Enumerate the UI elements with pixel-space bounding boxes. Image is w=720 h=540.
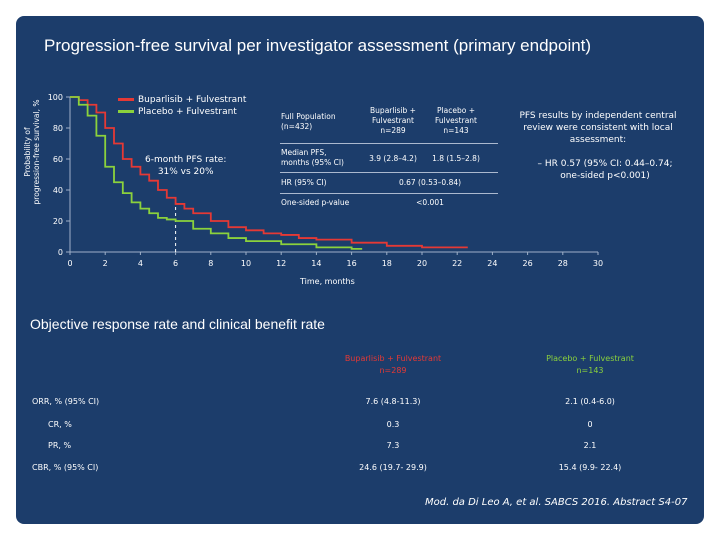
x-axis-label: Time, months [300, 277, 355, 286]
legend-swatch-green [118, 110, 134, 113]
legend-label: Buparlisib + Fulvestrant [138, 95, 247, 105]
header-line: n=143 [443, 126, 469, 135]
note-line: – HR 0.57 (95% CI: 0.44–0.74; [537, 159, 673, 169]
row-label-line: months (95% CI) [281, 158, 344, 167]
table-divider [280, 172, 498, 173]
slide-title: Progression-free survival per investigat… [44, 36, 592, 55]
legend-item-placebo: Placebo + Fulvestrant [118, 107, 237, 117]
note-line: one-sided p<0.001) [560, 171, 650, 181]
x-tick-label: 8 [208, 259, 213, 268]
response-header-placebo: Placebo + Fulvestrant n=143 [515, 353, 665, 377]
row-label: ORR, % (95% CI) [32, 397, 100, 406]
pfs-row-hr-value: 0.67 (0.53–0.84) [398, 178, 462, 187]
pfs-table-header-population: Full Population (n=432) [281, 112, 361, 132]
x-tick-label: 22 [452, 259, 462, 268]
x-tick-label: 10 [241, 259, 251, 268]
y-axis-label-line2: progression-free survival, % [32, 99, 41, 205]
note-line: assessment: [569, 135, 627, 145]
header-line: Fulvestrant [434, 116, 477, 125]
header-line: Placebo + Fulvestrant [546, 354, 634, 363]
x-tick-label: 14 [311, 259, 321, 268]
pfs-row-median-buparlisib: 3.9 (2.8–4.2) [369, 154, 417, 163]
x-tick-label: 20 [417, 259, 427, 268]
response-header-buparlisib: Buparlisib + Fulvestrant n=289 [318, 353, 468, 377]
note-line: PFS results by independent central [519, 111, 677, 121]
x-tick-label: 6 [173, 259, 178, 268]
y-axis-label: Probability of progression-free survival… [23, 82, 41, 222]
x-tick-label: 26 [523, 259, 533, 268]
x-tick-label: 16 [347, 259, 357, 268]
header-line: n=289 [379, 366, 407, 375]
header-line: n=143 [576, 366, 604, 375]
row-value-buparlisib: 0.3 [386, 420, 400, 429]
pfs-row-pvalue-value: <0.001 [416, 198, 444, 207]
x-tick-label: 24 [487, 259, 497, 268]
row-label-line: Median PFS, [281, 148, 327, 157]
pfs-rate-annotation: 6-month PFS rate: 31% vs 20% [145, 154, 226, 178]
header-line: Buparlisib + [370, 106, 416, 115]
y-tick-label: 100 [48, 93, 63, 102]
pfs-row-hr-label: HR (95% CI) [281, 178, 327, 187]
pfs-row-median-placebo: 1.8 (1.5–2.8) [432, 154, 480, 163]
row-value-buparlisib: 24.6 (19.7- 29.9) [359, 463, 427, 472]
central-review-note: PFS results by independent central revie… [508, 110, 688, 146]
y-tick-label: 0 [58, 248, 63, 257]
km-curve-buparlisib [70, 96, 468, 249]
row-value-placebo: 2.1 [583, 441, 597, 450]
header-line: Full Population [281, 112, 336, 121]
x-tick-label: 12 [276, 259, 286, 268]
legend-swatch-red [118, 98, 134, 101]
note-line: review were consistent with local [523, 123, 673, 133]
y-axis-label-line1: Probability of [23, 127, 32, 177]
legend-label: Placebo + Fulvestrant [138, 107, 237, 117]
y-tick-label: 40 [53, 186, 63, 195]
x-tick-label: 0 [67, 259, 72, 268]
y-tick-label: 20 [53, 217, 63, 226]
pfs-table-header-buparlisib: Buparlisib + Fulvestrant n=289 [358, 106, 428, 136]
annotation-line2: 31% vs 20% [157, 167, 214, 177]
row-label: CR, % [48, 420, 72, 429]
row-label: CBR, % (95% CI) [32, 463, 99, 472]
x-tick-label: 4 [138, 259, 143, 268]
annotation-line1: 6-month PFS rate: [145, 155, 227, 165]
pfs-row-median-label: Median PFS, months (95% CI) [281, 148, 361, 168]
y-tick-label: 80 [53, 124, 63, 133]
row-label: PR, % [48, 441, 72, 450]
legend-item-buparlisib: Buparlisib + Fulvestrant [118, 95, 246, 105]
row-value-buparlisib: 7.3 [386, 441, 400, 450]
row-value-placebo: 15.4 (9.9- 22.4) [558, 463, 622, 472]
pfs-row-pvalue-label: One-sided p-value [281, 198, 350, 207]
x-tick-label: 28 [558, 259, 568, 268]
header-line: Fulvestrant [371, 116, 414, 125]
central-review-hr: – HR 0.57 (95% CI: 0.44–0.74; one-sided … [522, 158, 688, 182]
table-divider [280, 143, 498, 144]
km-curve-placebo [70, 96, 363, 250]
row-value-placebo: 0 [587, 420, 593, 429]
header-line: n=289 [380, 126, 406, 135]
header-line: Buparlisib + Fulvestrant [344, 354, 442, 363]
x-tick-label: 18 [382, 259, 392, 268]
table-divider [280, 193, 498, 194]
x-tick-label: 30 [593, 259, 603, 268]
citation: Mod. da Di Leo A, et al. SABCS 2016. Abs… [425, 497, 688, 508]
row-value-buparlisib: 7.6 (4.8-11.3) [365, 397, 421, 406]
pfs-table-header-placebo: Placebo + Fulvestrant n=143 [421, 106, 491, 136]
x-tick-label: 2 [103, 259, 108, 268]
section-title: Objective response rate and clinical ben… [30, 316, 325, 332]
header-line: (n=432) [281, 122, 313, 131]
row-value-placebo: 2.1 (0.4-6.0) [565, 397, 615, 406]
y-tick-label: 60 [53, 155, 63, 164]
header-line: Placebo + [437, 106, 475, 115]
